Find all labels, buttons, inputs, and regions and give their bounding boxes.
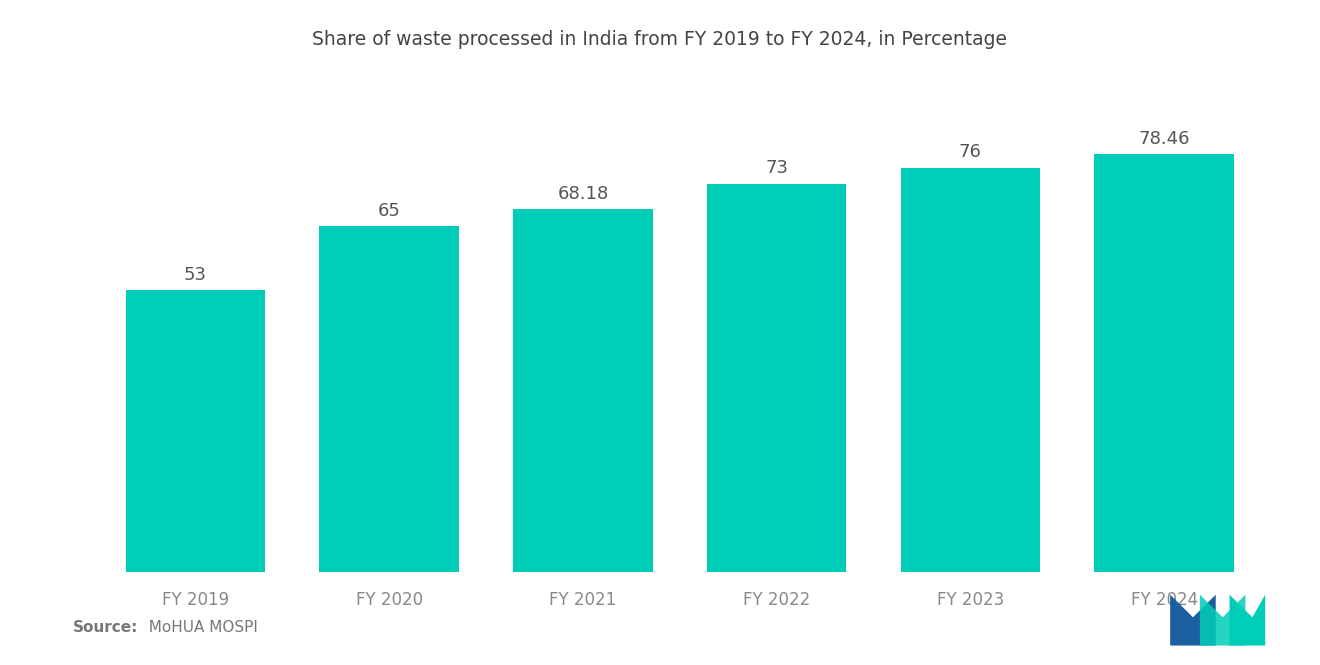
Bar — [513, 209, 652, 572]
Bar — [319, 226, 459, 572]
Bar — [900, 168, 1040, 572]
Bar — [1094, 154, 1234, 572]
Text: Share of waste processed in India from FY 2019 to FY 2024, in Percentage: Share of waste processed in India from F… — [313, 30, 1007, 49]
Polygon shape — [1171, 595, 1216, 646]
Text: Source:: Source: — [73, 620, 139, 635]
Text: MoHUA MOSPI: MoHUA MOSPI — [139, 620, 257, 635]
Polygon shape — [1200, 595, 1246, 646]
Text: 65: 65 — [378, 201, 401, 219]
Text: 76: 76 — [958, 143, 982, 161]
Text: 73: 73 — [766, 159, 788, 177]
Text: 53: 53 — [183, 265, 207, 283]
Bar — [708, 184, 846, 572]
Text: 68.18: 68.18 — [557, 185, 609, 203]
Polygon shape — [1230, 595, 1265, 646]
Bar — [125, 290, 265, 572]
Text: 78.46: 78.46 — [1138, 130, 1189, 148]
